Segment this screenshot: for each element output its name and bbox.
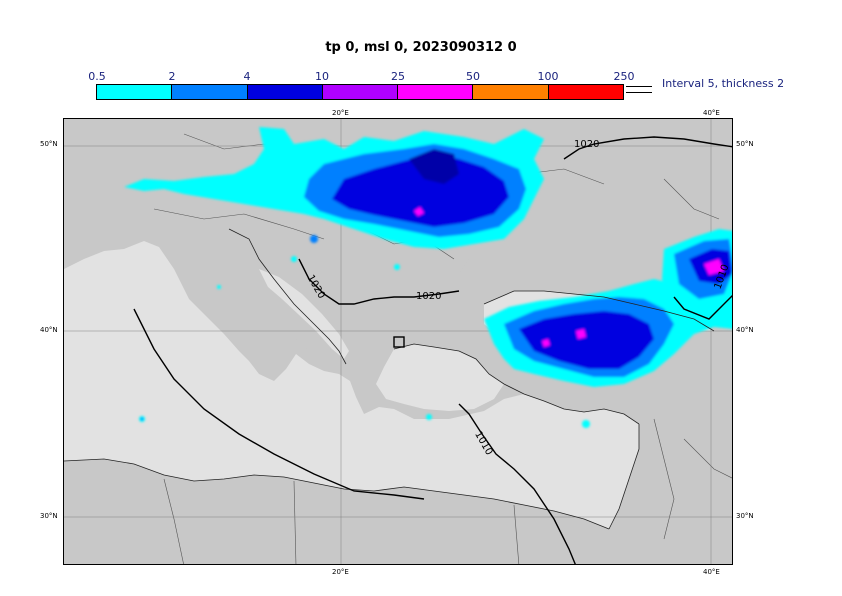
scale-label: 2 (168, 70, 176, 83)
map-panel: 1020 1020 1020 1010 1010 (63, 118, 733, 565)
lon-label-bottom: 20°E (332, 568, 349, 576)
isobar-label: 1020 (416, 291, 441, 302)
land-levant (604, 417, 732, 564)
precip-area (332, 154, 509, 227)
scale-swatch (246, 85, 322, 99)
scale-swatch (97, 85, 172, 99)
lon-label-top: 40°E (703, 109, 720, 117)
scale-swatch (321, 85, 398, 99)
precip-area (519, 311, 654, 369)
map-svg: 1020 1020 1020 1010 1010 (64, 119, 732, 564)
color-scale-bar (96, 84, 624, 100)
map-title: tp 0, msl 0, 2023090312 0 (325, 40, 517, 55)
isobar-label: 1020 (574, 139, 599, 150)
aegean-sea (376, 344, 504, 411)
lat-label-right: 30°N (736, 512, 754, 520)
pressure-marker (393, 336, 405, 348)
precip-cell (310, 235, 318, 243)
lon-label-top: 20°E (332, 109, 349, 117)
scale-label: 25 (391, 70, 405, 83)
precip-cell (140, 417, 144, 421)
lat-label-left: 50°N (40, 140, 58, 148)
isobar-1010-caucasus (673, 295, 732, 320)
border-line (163, 478, 184, 564)
coastlines (64, 228, 715, 530)
border-line (683, 438, 732, 479)
precip-area (542, 339, 550, 347)
land-balkans (294, 259, 409, 411)
lat-label-right: 40°N (736, 326, 754, 334)
scale-swatch (547, 85, 623, 99)
precipitation-field (124, 127, 732, 428)
isobar-1010-east (458, 403, 576, 564)
lat-label-left: 30°N (40, 512, 58, 520)
border-line (513, 504, 520, 564)
isobar-line-sample (626, 86, 652, 93)
precip-cell (582, 420, 590, 428)
tyrrhenian-sea (64, 241, 639, 529)
scale-label: 50 (466, 70, 480, 83)
coastline (608, 424, 640, 530)
coastline (228, 228, 347, 365)
border-line (653, 418, 675, 540)
border-line (293, 480, 297, 564)
lon-label-bottom: 40°E (703, 568, 720, 576)
land-north-africa (64, 459, 609, 564)
precip-area (409, 149, 459, 184)
lat-label-right: 50°N (736, 140, 754, 148)
scale-label: 10 (315, 70, 329, 83)
isobar-legend-text: Interval 5, thickness 2 (662, 77, 785, 90)
precip-cell (394, 264, 400, 270)
coastline (483, 290, 715, 332)
coastline (393, 343, 505, 385)
scale-swatch (171, 85, 247, 99)
border-line (153, 208, 325, 240)
precip-cell (291, 256, 297, 262)
precip-area (704, 259, 724, 275)
isobars (133, 136, 732, 564)
coastline (503, 383, 640, 425)
isobar-1020-north (563, 136, 732, 160)
precip-area (576, 329, 586, 339)
isobar-1020-west (298, 258, 460, 305)
scale-swatch (472, 85, 548, 99)
precip-cell (217, 285, 221, 289)
isobar-1010-west (133, 308, 425, 500)
border-line (663, 178, 720, 220)
scale-swatch (397, 85, 473, 99)
scale-label: 100 (537, 70, 559, 83)
scale-label: 0.5 (88, 70, 106, 83)
precip-cell (426, 414, 432, 420)
scale-label: 250 (613, 70, 635, 83)
lat-label-left: 40°N (40, 326, 58, 334)
scale-label: 4 (243, 70, 251, 83)
precip-area (414, 207, 424, 216)
coastline (64, 458, 610, 530)
